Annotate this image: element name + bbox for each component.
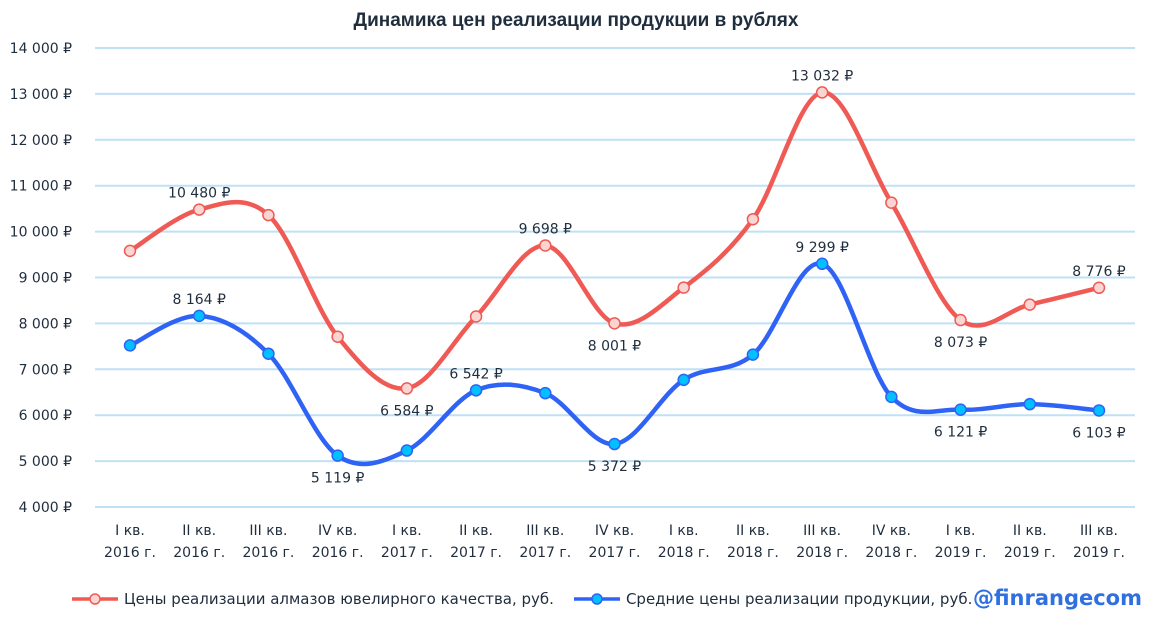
y-tick-label: 8 000 ₽ bbox=[19, 316, 73, 332]
y-tick-label: 9 000 ₽ bbox=[19, 271, 73, 287]
y-tick-label: 10 000 ₽ bbox=[10, 225, 72, 241]
data-point-1 bbox=[331, 449, 344, 462]
data-label-1: 5 372 ₽ bbox=[588, 459, 642, 475]
x-tick-label: IV кв. bbox=[595, 523, 634, 539]
x-tick-label: 2016 г. bbox=[104, 545, 156, 561]
data-point-0 bbox=[123, 244, 137, 258]
y-tick-label: 5 000 ₽ bbox=[19, 454, 73, 470]
x-tick-label: I кв. bbox=[669, 523, 699, 539]
x-tick-label: 2017 г. bbox=[381, 545, 433, 561]
x-tick-label: 2018 г. bbox=[865, 545, 917, 561]
x-tick-label: 2016 г. bbox=[173, 545, 225, 561]
data-point-0 bbox=[262, 208, 275, 222]
y-tick-label: 7 000 ₽ bbox=[19, 362, 73, 378]
data-point-0 bbox=[815, 86, 829, 99]
data-point-0 bbox=[400, 382, 414, 395]
x-tick-label: 2016 г. bbox=[242, 545, 294, 561]
x-tick-label: I кв. bbox=[946, 523, 976, 539]
y-tick-label: 12 000 ₽ bbox=[10, 133, 72, 149]
x-tick-label: 2018 г. bbox=[727, 545, 779, 561]
legend-marker-blue bbox=[573, 593, 620, 605]
legend-item-diamonds[interactable]: Цены реализации алмазов ювелирного качес… bbox=[70, 590, 554, 608]
data-label-1: 8 164 ₽ bbox=[172, 292, 226, 308]
x-tick-label: II кв. bbox=[1013, 523, 1047, 539]
data-label-0: 10 480 ₽ bbox=[168, 186, 230, 202]
data-point-1 bbox=[192, 309, 206, 323]
data-point-0 bbox=[1092, 281, 1106, 295]
x-tick-label: 2018 г. bbox=[796, 545, 848, 561]
x-tick-label: IV кв. bbox=[318, 523, 357, 539]
line-chart: 4 000 ₽ 5 000 ₽ 6 000 ₽ 7 000 ₽ 8 000 ₽ 9 000… bbox=[10, 41, 1135, 561]
x-tick-label: II кв. bbox=[182, 523, 216, 539]
data-point-0 bbox=[331, 330, 344, 343]
data-point-0 bbox=[885, 196, 898, 209]
data-label-0: 8 073 ₽ bbox=[934, 335, 988, 351]
chart-title: Динамика цен реализации продукции в рубл… bbox=[353, 10, 799, 31]
y-tick-label: 11 000 ₽ bbox=[10, 179, 72, 195]
data-point-0 bbox=[539, 239, 552, 252]
y-tick-label: 13 000 ₽ bbox=[10, 87, 72, 103]
x-tick-label: 2017 г. bbox=[589, 545, 641, 561]
data-label-0: 6 584 ₽ bbox=[380, 403, 434, 419]
data-point-1 bbox=[400, 444, 414, 457]
x-tick-label: II кв. bbox=[459, 523, 493, 539]
legend: Цены реализации алмазов ювелирного качес… bbox=[70, 590, 990, 608]
data-point-0 bbox=[746, 212, 760, 226]
x-tick-label: II кв. bbox=[736, 523, 770, 539]
x-tick-label: 2019 г. bbox=[1073, 545, 1125, 561]
data-label-0: 13 032 ₽ bbox=[791, 68, 853, 84]
data-label-1: 6 103 ₽ bbox=[1072, 425, 1126, 441]
data-point-1 bbox=[746, 348, 760, 361]
x-tick-label: III кв. bbox=[1080, 523, 1118, 539]
data-point-1 bbox=[608, 437, 621, 451]
x-tick-label: 2017 г. bbox=[450, 545, 502, 561]
data-point-1 bbox=[1023, 397, 1037, 411]
data-label-1: 5 119 ₽ bbox=[311, 471, 365, 487]
x-tick-label: I кв. bbox=[392, 523, 422, 539]
data-point-0 bbox=[954, 313, 967, 327]
x-tick-label: 2017 г. bbox=[519, 545, 571, 561]
x-tick-label: III кв. bbox=[526, 523, 564, 539]
data-point-1 bbox=[539, 386, 552, 400]
series-line-1 bbox=[127, 261, 1102, 467]
data-label-1: 9 299 ₽ bbox=[795, 240, 849, 256]
data-label-0: 8 776 ₽ bbox=[1072, 264, 1126, 280]
x-tick-label: 2018 г. bbox=[658, 545, 710, 561]
data-point-0 bbox=[469, 310, 483, 323]
data-point-1 bbox=[1092, 404, 1106, 417]
x-tick-label: 2019 г. bbox=[1004, 545, 1056, 561]
data-label-1: 6 542 ₽ bbox=[449, 366, 503, 382]
x-tick-label: III кв. bbox=[803, 523, 841, 539]
legend-marker-red bbox=[72, 593, 118, 605]
legend-item-products[interactable]: Средние цены реализации продукции, руб. bbox=[572, 590, 972, 608]
data-point-1 bbox=[123, 339, 137, 352]
data-point-0 bbox=[192, 203, 206, 216]
data-point-0 bbox=[677, 281, 690, 294]
x-tick-label: IV кв. bbox=[872, 523, 911, 539]
y-tick-label: 4 000 ₽ bbox=[19, 500, 73, 516]
legend-label: Средние цены реализации продукции, руб. bbox=[625, 590, 973, 608]
data-point-1 bbox=[954, 403, 967, 416]
y-tick-label: 14 000 ₽ bbox=[10, 41, 72, 57]
data-label-0: 9 698 ₽ bbox=[519, 221, 573, 237]
x-tick-label: I кв. bbox=[115, 523, 145, 539]
data-point-0 bbox=[1023, 298, 1037, 311]
brand-watermark: @finrangecom bbox=[972, 586, 1142, 610]
y-tick-label: 6 000 ₽ bbox=[19, 408, 73, 424]
data-point-1 bbox=[469, 384, 483, 397]
data-point-1 bbox=[262, 347, 275, 360]
x-tick-label: 2016 г. bbox=[312, 545, 364, 561]
data-label-0: 8 001 ₽ bbox=[588, 338, 642, 354]
data-point-0 bbox=[608, 317, 621, 330]
data-point-1 bbox=[885, 390, 898, 404]
x-tick-label: 2019 г. bbox=[935, 545, 987, 561]
data-label-1: 6 121 ₽ bbox=[934, 425, 988, 441]
legend-label: Цены реализации алмазов ювелирного качес… bbox=[124, 590, 554, 608]
x-tick-label: III кв. bbox=[249, 523, 287, 539]
data-point-1 bbox=[815, 257, 829, 271]
data-point-1 bbox=[677, 373, 690, 387]
